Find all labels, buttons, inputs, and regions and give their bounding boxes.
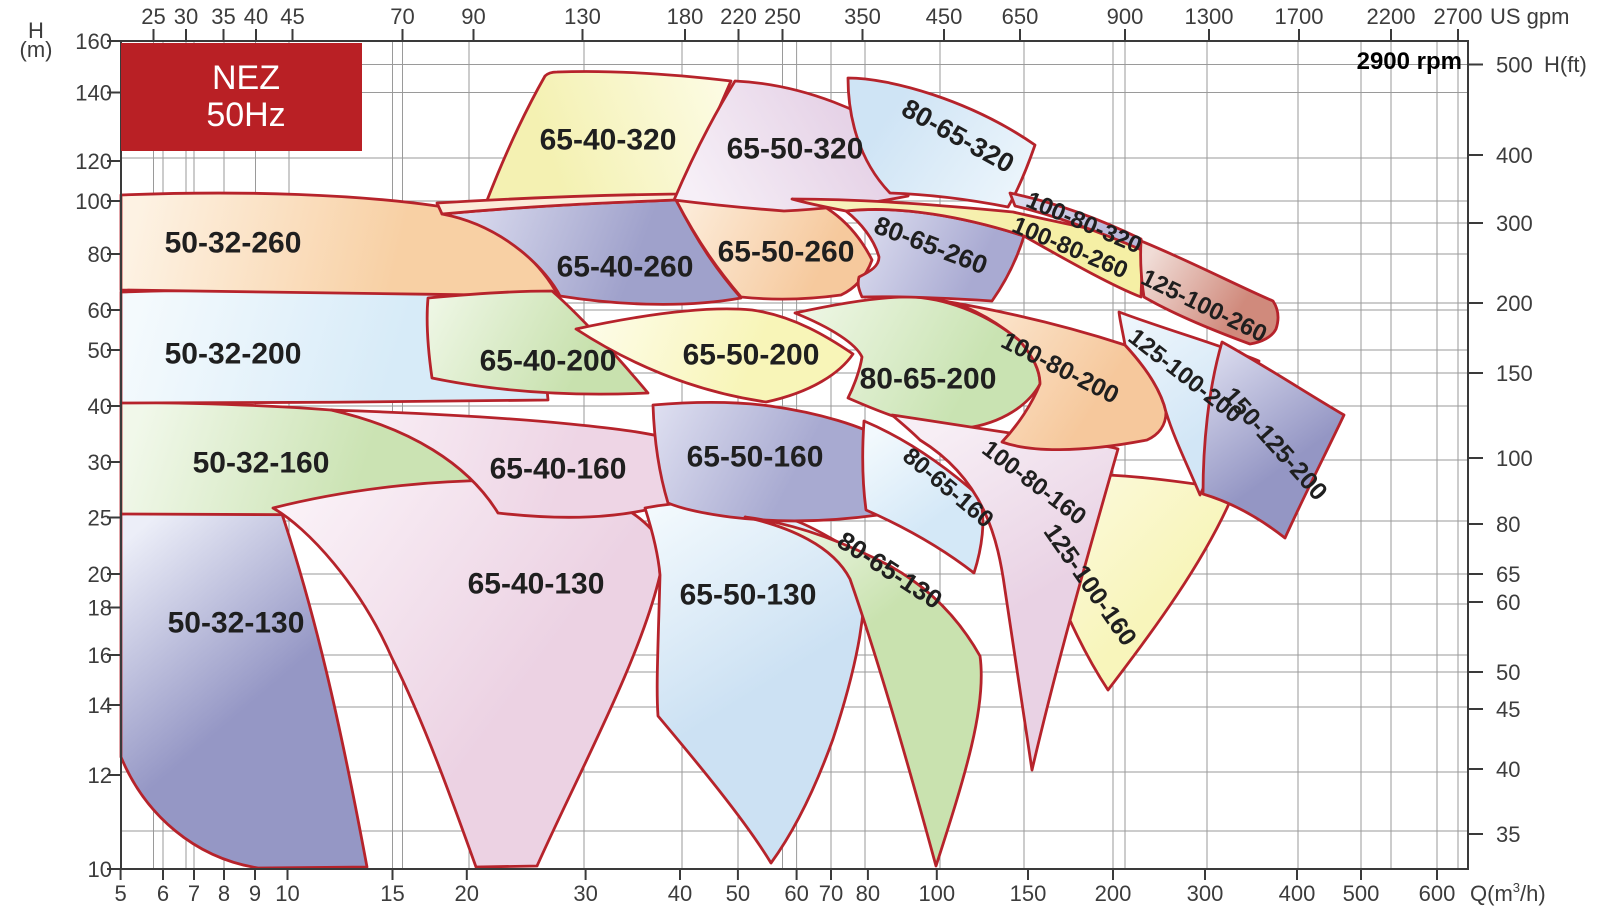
svg-text:100: 100 xyxy=(918,881,955,906)
svg-text:600: 600 xyxy=(1419,881,1456,906)
svg-text:250: 250 xyxy=(764,4,801,29)
svg-text:50-32-160: 50-32-160 xyxy=(193,447,330,480)
svg-text:2900 rpm: 2900 rpm xyxy=(1357,48,1462,75)
svg-text:130: 130 xyxy=(564,4,601,29)
svg-text:220: 220 xyxy=(720,4,757,29)
svg-text:8: 8 xyxy=(218,881,230,906)
svg-text:400: 400 xyxy=(1496,143,1533,168)
svg-text:7: 7 xyxy=(188,881,200,906)
svg-text:65-40-260: 65-40-260 xyxy=(557,251,694,284)
svg-text:50: 50 xyxy=(726,881,750,906)
svg-text:65-50-130: 65-50-130 xyxy=(680,579,817,612)
svg-text:500: 500 xyxy=(1496,53,1533,78)
svg-text:80-65-200: 80-65-200 xyxy=(860,363,997,396)
svg-text:70: 70 xyxy=(390,4,414,29)
svg-text:20: 20 xyxy=(88,562,112,587)
svg-text:65-50-260: 65-50-260 xyxy=(718,236,855,269)
svg-text:60: 60 xyxy=(1496,590,1520,615)
svg-text:NEZ: NEZ xyxy=(212,59,280,97)
svg-text:6: 6 xyxy=(157,881,169,906)
svg-text:25: 25 xyxy=(88,506,112,531)
svg-text:160: 160 xyxy=(75,29,112,54)
svg-text:300: 300 xyxy=(1496,211,1533,236)
svg-text:900: 900 xyxy=(1107,4,1144,29)
svg-text:15: 15 xyxy=(380,881,404,906)
svg-text:65-40-160: 65-40-160 xyxy=(490,453,627,486)
svg-text:30: 30 xyxy=(174,4,198,29)
svg-text:25: 25 xyxy=(141,4,165,29)
svg-text:140: 140 xyxy=(75,81,112,106)
svg-text:300: 300 xyxy=(1187,881,1224,906)
svg-text:30: 30 xyxy=(573,881,597,906)
svg-text:500: 500 xyxy=(1343,881,1380,906)
svg-text:65-40-320: 65-40-320 xyxy=(540,124,677,157)
svg-text:200: 200 xyxy=(1095,881,1132,906)
svg-text:45: 45 xyxy=(1496,697,1520,722)
svg-text:65-50-320: 65-50-320 xyxy=(727,133,864,166)
svg-text:2700: 2700 xyxy=(1434,4,1483,29)
svg-text:50: 50 xyxy=(88,338,112,363)
svg-text:70: 70 xyxy=(819,881,843,906)
svg-text:50Hz: 50Hz xyxy=(206,96,285,134)
svg-text:40: 40 xyxy=(88,394,112,419)
svg-text:35: 35 xyxy=(211,4,235,29)
svg-text:10: 10 xyxy=(88,857,112,882)
svg-text:18: 18 xyxy=(88,596,112,621)
svg-text:H: H xyxy=(28,18,44,43)
svg-text:350: 350 xyxy=(844,4,881,29)
svg-text:100: 100 xyxy=(1496,446,1533,471)
svg-text:40: 40 xyxy=(244,4,268,29)
svg-text:Q(m3/h): Q(m3/h) xyxy=(1470,880,1546,906)
svg-text:100: 100 xyxy=(75,189,112,214)
svg-text:65-40-130: 65-40-130 xyxy=(468,568,605,601)
svg-text:35: 35 xyxy=(1496,822,1520,847)
svg-text:80: 80 xyxy=(856,881,880,906)
svg-text:5: 5 xyxy=(114,881,126,906)
svg-text:30: 30 xyxy=(88,450,112,475)
svg-text:80: 80 xyxy=(1496,512,1520,537)
svg-text:50-32-260: 50-32-260 xyxy=(165,227,302,260)
svg-text:50-32-200: 50-32-200 xyxy=(165,338,302,371)
svg-text:40: 40 xyxy=(1496,757,1520,782)
svg-text:90: 90 xyxy=(461,4,485,29)
svg-text:65-40-200: 65-40-200 xyxy=(480,345,617,378)
svg-text:20: 20 xyxy=(455,881,479,906)
svg-text:10: 10 xyxy=(275,881,299,906)
svg-text:120: 120 xyxy=(75,149,112,174)
svg-text:12: 12 xyxy=(88,763,112,788)
svg-text:2200: 2200 xyxy=(1367,4,1416,29)
svg-text:50-32-130: 50-32-130 xyxy=(168,607,305,640)
svg-text:16: 16 xyxy=(88,643,112,668)
svg-text:65-50-200: 65-50-200 xyxy=(683,339,820,372)
svg-text:60: 60 xyxy=(784,881,808,906)
svg-text:(m): (m) xyxy=(20,37,53,62)
svg-text:1300: 1300 xyxy=(1185,4,1234,29)
svg-text:60: 60 xyxy=(88,298,112,323)
svg-text:50: 50 xyxy=(1496,660,1520,685)
svg-text:80: 80 xyxy=(88,242,112,267)
svg-text:400: 400 xyxy=(1279,881,1316,906)
svg-text:200: 200 xyxy=(1496,291,1533,316)
svg-text:65: 65 xyxy=(1496,562,1520,587)
svg-text:H(ft): H(ft) xyxy=(1544,52,1587,77)
svg-text:180: 180 xyxy=(667,4,704,29)
svg-text:9: 9 xyxy=(249,881,261,906)
svg-text:40: 40 xyxy=(668,881,692,906)
svg-text:150: 150 xyxy=(1010,881,1047,906)
svg-text:1700: 1700 xyxy=(1275,4,1324,29)
svg-text:14: 14 xyxy=(88,693,112,718)
svg-text:65-50-160: 65-50-160 xyxy=(687,441,824,474)
svg-text:450: 450 xyxy=(926,4,963,29)
svg-text:650: 650 xyxy=(1002,4,1039,29)
svg-text:US gpm: US gpm xyxy=(1490,4,1569,29)
svg-text:45: 45 xyxy=(280,4,304,29)
svg-text:150: 150 xyxy=(1496,361,1533,386)
